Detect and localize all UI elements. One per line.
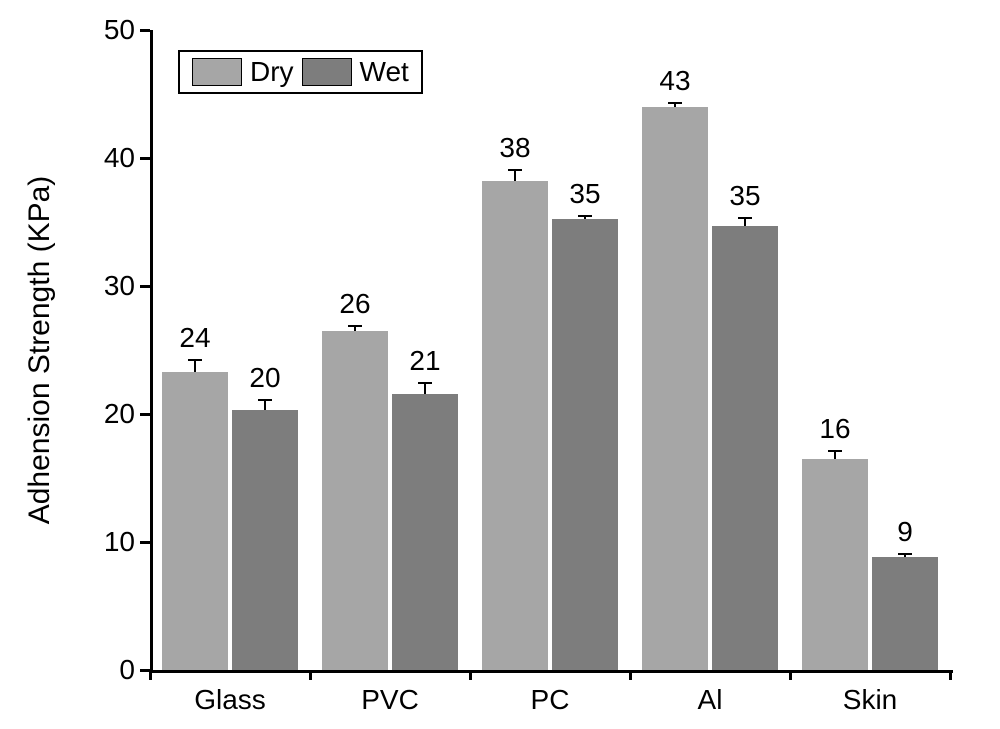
y-tick-label: 10: [95, 526, 135, 558]
bar-dry: [162, 372, 228, 670]
bar-wet: [872, 557, 938, 670]
x-tick: [149, 670, 152, 680]
error-bar-cap: [738, 217, 752, 219]
bar-dry: [802, 459, 868, 670]
y-tick: [140, 157, 150, 160]
error-bar-cap: [418, 382, 432, 384]
bar-dry: [642, 107, 708, 670]
y-tick-label: 30: [95, 270, 135, 302]
bar-value-label: 16: [819, 413, 850, 445]
bar-dry: [322, 331, 388, 670]
bar-wet: [232, 410, 298, 670]
y-tick-label: 40: [95, 142, 135, 174]
x-category-label: Glass: [194, 684, 266, 716]
error-bar: [744, 218, 746, 226]
error-bar: [424, 383, 426, 393]
x-category-label: Skin: [843, 684, 897, 716]
x-category-label: Al: [698, 684, 723, 716]
bar-value-label: 9: [897, 516, 913, 548]
error-bar-cap: [578, 215, 592, 217]
x-tick: [309, 670, 312, 680]
error-bar-cap: [828, 450, 842, 452]
chart-container: Adhension Strength (KPa) 0 10 20 30 40 50 Glas…: [0, 0, 1000, 729]
error-bar-cap: [668, 102, 682, 104]
y-tick-label: 0: [95, 654, 135, 686]
x-category-label: PVC: [361, 684, 419, 716]
bar-value-label: 20: [249, 362, 280, 394]
legend-label: Dry: [250, 56, 294, 88]
error-bar: [834, 451, 836, 459]
error-bar: [194, 360, 196, 372]
bar-dry: [482, 181, 548, 670]
legend-label: Wet: [360, 56, 409, 88]
bar-value-label: 26: [339, 288, 370, 320]
error-bar: [514, 170, 516, 182]
error-bar-cap: [898, 553, 912, 555]
y-axis-label: Adhension Strength (KPa): [23, 176, 57, 525]
bar-value-label: 24: [179, 322, 210, 354]
legend-swatch: [192, 58, 242, 86]
bar-value-label: 38: [499, 132, 530, 164]
y-tick: [140, 413, 150, 416]
error-bar-cap: [258, 399, 272, 401]
error-bar-cap: [348, 325, 362, 327]
x-category-label: PC: [531, 684, 570, 716]
legend-swatch: [302, 58, 352, 86]
bar-value-label: 21: [409, 345, 440, 377]
bar-wet: [552, 219, 618, 670]
x-tick: [789, 670, 792, 680]
y-tick-label: 20: [95, 398, 135, 430]
bar-value-label: 35: [569, 178, 600, 210]
x-tick: [469, 670, 472, 680]
bar-value-label: 43: [659, 65, 690, 97]
bar-wet: [392, 394, 458, 670]
x-tick: [949, 670, 952, 680]
y-tick: [140, 285, 150, 288]
bar-value-label: 35: [729, 180, 760, 212]
x-tick: [629, 670, 632, 680]
legend: Dry Wet: [178, 50, 423, 94]
y-tick-label: 50: [95, 14, 135, 46]
y-tick: [140, 29, 150, 32]
error-bar-cap: [188, 359, 202, 361]
error-bar: [264, 400, 266, 410]
error-bar-cap: [508, 169, 522, 171]
y-tick: [140, 541, 150, 544]
bar-wet: [712, 226, 778, 670]
